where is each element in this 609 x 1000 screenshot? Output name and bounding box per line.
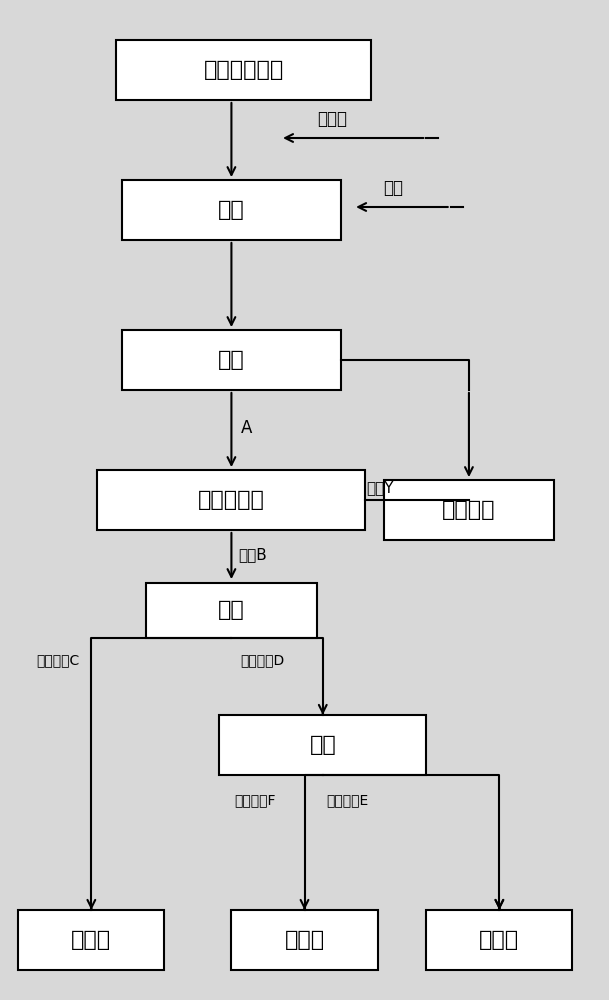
Text: 尾　矿: 尾 矿 (284, 930, 325, 950)
Bar (146, 582, 317, 638)
Bar (116, 40, 371, 100)
Bar (426, 910, 572, 970)
Text: 吹氧: 吹氧 (384, 179, 404, 197)
Text: 铁精矿: 铁精矿 (71, 930, 111, 950)
Text: 钛精矿: 钛精矿 (479, 930, 519, 950)
Text: 钒钛磁铁精矿: 钒钛磁铁精矿 (203, 60, 284, 80)
Text: 溢流Y: 溢流Y (367, 481, 394, 495)
Bar (231, 910, 378, 970)
Text: 旋流器分级: 旋流器分级 (198, 490, 265, 510)
Text: 碱浸: 碱浸 (218, 200, 245, 220)
Text: 过滤: 过滤 (218, 350, 245, 370)
Text: 氧化剂: 氧化剂 (317, 110, 347, 128)
Text: 回收利用: 回收利用 (442, 500, 496, 520)
Bar (122, 180, 341, 240)
Bar (18, 910, 164, 970)
Text: 重选精矿E: 重选精矿E (326, 793, 368, 807)
Bar (122, 330, 341, 390)
Bar (384, 480, 554, 540)
Text: A: A (241, 419, 252, 437)
Bar (219, 715, 426, 775)
Text: 重选: 重选 (309, 735, 336, 755)
Text: 磁选: 磁选 (218, 600, 245, 620)
Text: 磁选尾矿D: 磁选尾矿D (241, 653, 285, 667)
Text: 沉砂B: 沉砂B (239, 548, 267, 562)
Bar (97, 470, 365, 530)
Text: 重选尾矿F: 重选尾矿F (234, 793, 276, 807)
Text: 磁选精矿C: 磁选精矿C (37, 653, 80, 667)
